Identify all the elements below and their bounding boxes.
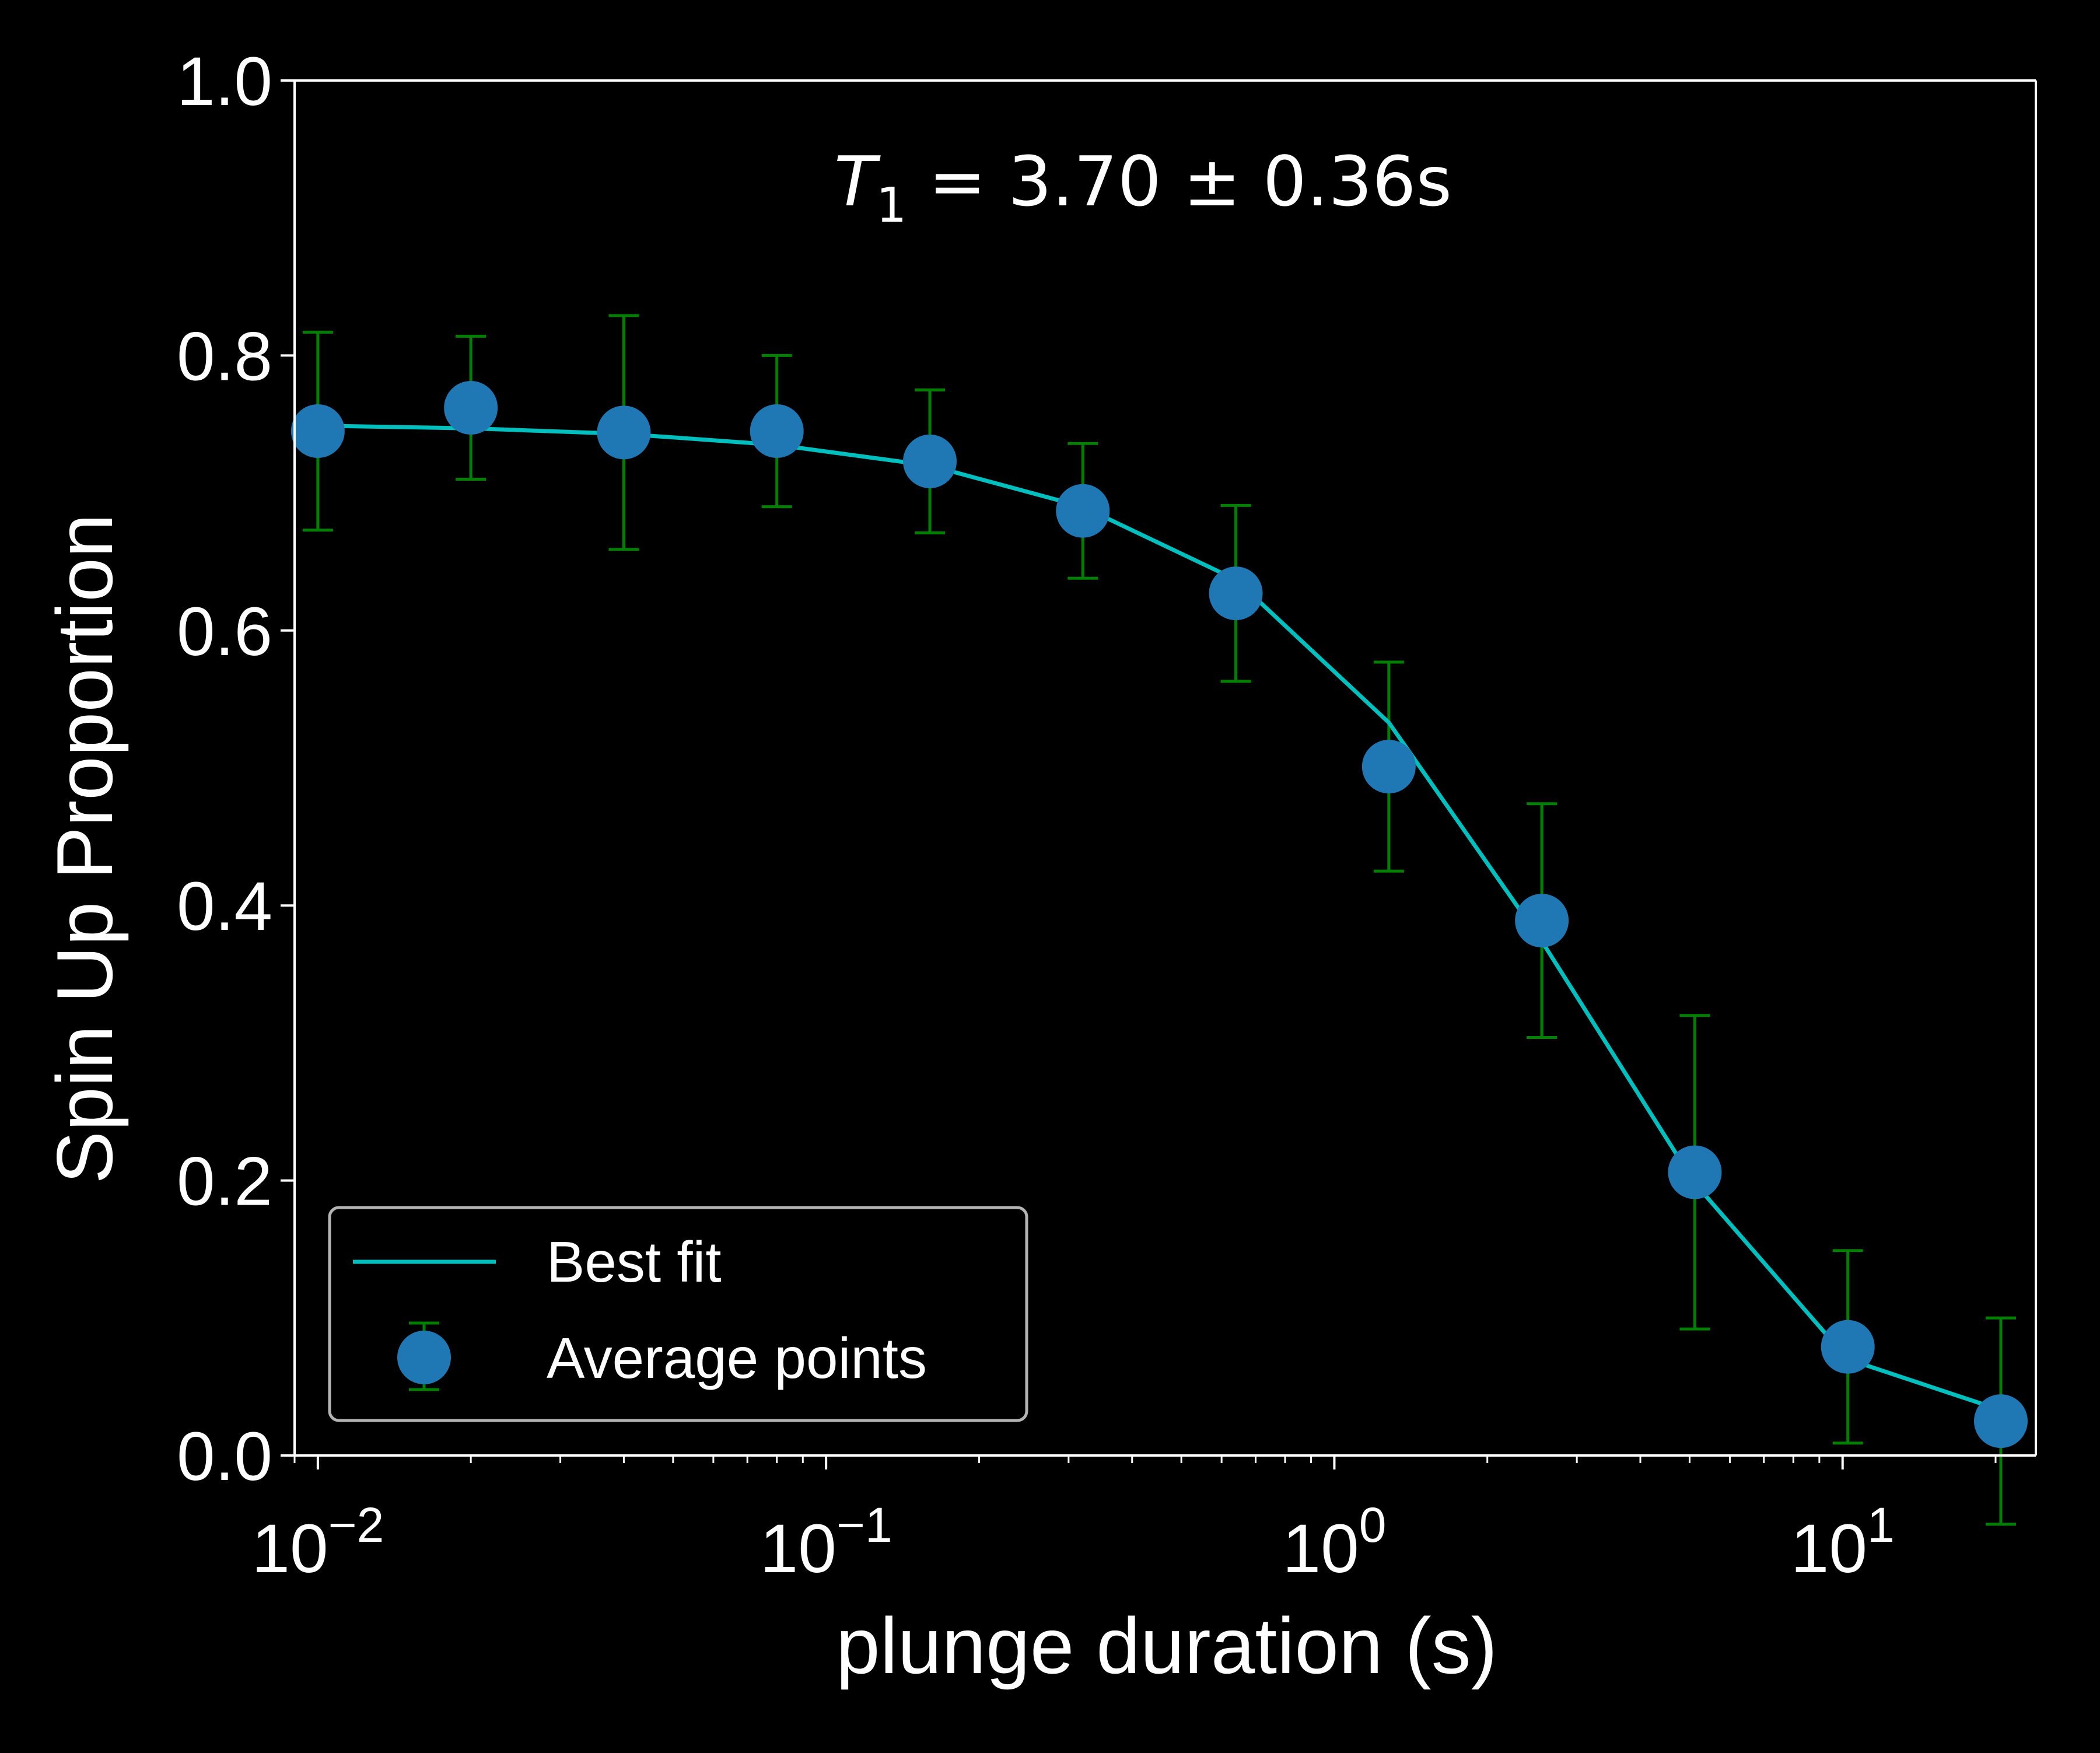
x-tick-label-exponent: 1 (1867, 1497, 1895, 1552)
tick-marks (281, 79, 1997, 1469)
legend: Best fit Average points (328, 1206, 1028, 1422)
annotation-text: = 3.70 ± 0.36s (907, 141, 1452, 222)
x-tick-label-exponent: −1 (836, 1497, 892, 1552)
x-tick-label-base: 10 (1282, 1510, 1359, 1587)
plot-marks (290, 314, 2028, 1526)
x-tick-label-base: 10 (760, 1510, 836, 1587)
data-point (1973, 1394, 2028, 1448)
y-tick-labels: 0.0 0.2 0.4 0.6 0.8 1.0 (177, 43, 272, 1495)
data-point (1209, 566, 1263, 621)
legend-label-best-fit: Best fit (547, 1230, 722, 1294)
data-point (903, 434, 957, 488)
data-point (1668, 1145, 1722, 1199)
annotation-subscript: 1 (876, 178, 907, 233)
data-point (597, 405, 651, 460)
x-tick-label: 100 (1282, 1497, 1386, 1587)
annotation-t1: T1 = 3.70 ± 0.36s (834, 141, 1452, 233)
y-tick-label: 0.6 (177, 593, 272, 670)
y-axis-label: Spin Up Proportion (40, 513, 129, 1184)
data-point (1056, 484, 1110, 538)
axes (293, 79, 2037, 1457)
y-tick-label: 0.4 (177, 868, 272, 945)
data-point (1821, 1320, 1875, 1374)
legend-errorbar-swatch (397, 1321, 451, 1391)
x-tick-label-exponent: −2 (328, 1497, 384, 1552)
y-tick-label: 0.0 (177, 1418, 272, 1495)
x-tick-label-exponent: 0 (1359, 1497, 1387, 1552)
data-point (750, 404, 804, 459)
x-tick-label: 10−2 (251, 1497, 384, 1587)
y-tick-label: 0.8 (177, 318, 272, 395)
y-tick-label: 0.2 (177, 1143, 272, 1220)
annotation-symbol: T (834, 141, 881, 222)
y-tick-label: 1.0 (177, 43, 272, 120)
data-point (1362, 740, 1416, 794)
x-tick-label-base: 10 (251, 1510, 328, 1587)
x-tick-labels: 10−2 10−1 100 101 (251, 1497, 1894, 1587)
x-tick-label-base: 10 (1791, 1510, 1867, 1587)
legend-frame (328, 1206, 1028, 1422)
data-point (1515, 894, 1569, 948)
data-point (290, 404, 345, 459)
x-axis-label: plunge duration (s) (836, 1601, 1497, 1690)
x-tick-label: 101 (1791, 1497, 1895, 1587)
x-tick-label: 10−1 (760, 1497, 892, 1587)
legend-label-average-points: Average points (547, 1326, 927, 1390)
data-point (444, 380, 498, 435)
